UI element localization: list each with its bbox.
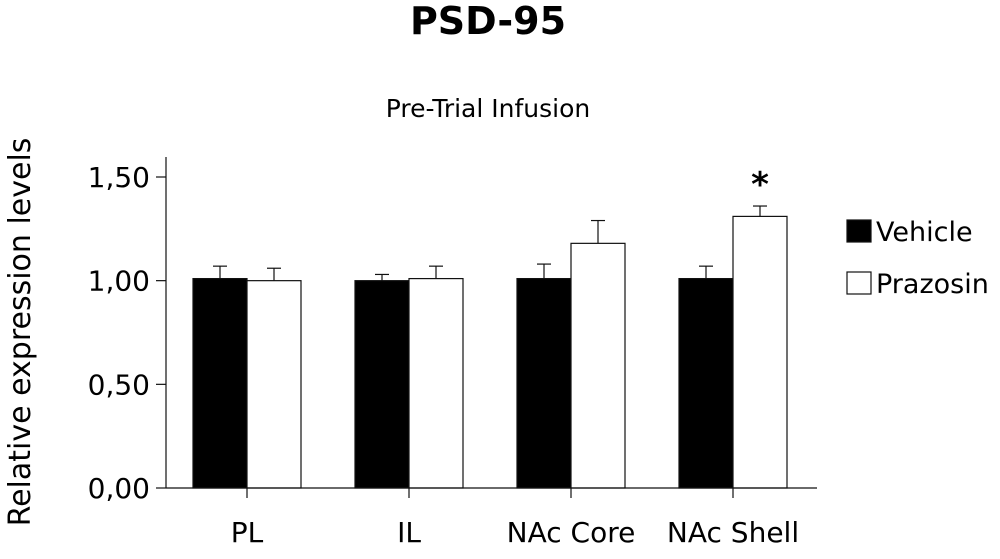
bar-vehicle-il	[354, 280, 410, 489]
y-tick-label: 1,00	[88, 265, 150, 298]
y-tick-label: 0,50	[88, 368, 150, 401]
x-tick-label: NAc Core	[507, 516, 636, 549]
chart-subtitle: Pre-Trial Infusion	[386, 94, 590, 123]
legend-swatch-vehicle	[846, 219, 872, 243]
y-axis-label: Relative expression levels	[3, 138, 38, 527]
legend-label-vehicle: Vehicle	[876, 217, 973, 248]
bar-vehicle-nac-core	[516, 277, 572, 489]
significance-marker: *	[751, 165, 769, 205]
x-tick-label: PL	[231, 516, 264, 549]
bar-prazosin-pl	[246, 280, 302, 489]
labels-layer: PL IL NAc Core NAc Shell *	[231, 165, 799, 549]
bar-prazosin-il	[408, 277, 464, 489]
legend-label-prazosin: Prazosin	[876, 269, 989, 300]
axes-layer	[165, 157, 817, 489]
x-tick-label: IL	[397, 516, 421, 549]
y-tick-label: 0,00	[88, 472, 150, 505]
bar-prazosin-nac-shell	[732, 215, 788, 489]
bar-vehicle-pl	[192, 277, 248, 489]
bar-prazosin-nac-core	[570, 242, 626, 489]
chart-title: PSD-95	[410, 0, 566, 43]
bars-layer	[192, 205, 788, 489]
legend-swatch-prazosin	[846, 271, 872, 295]
ticks-layer: 0,00 0,50 1,00 1,50	[88, 161, 734, 505]
legend: Vehicle Prazosin	[846, 217, 989, 300]
bar-vehicle-nac-shell	[678, 277, 734, 489]
x-tick-label: NAc Shell	[667, 516, 799, 549]
y-tick-label: 1,50	[88, 161, 150, 194]
